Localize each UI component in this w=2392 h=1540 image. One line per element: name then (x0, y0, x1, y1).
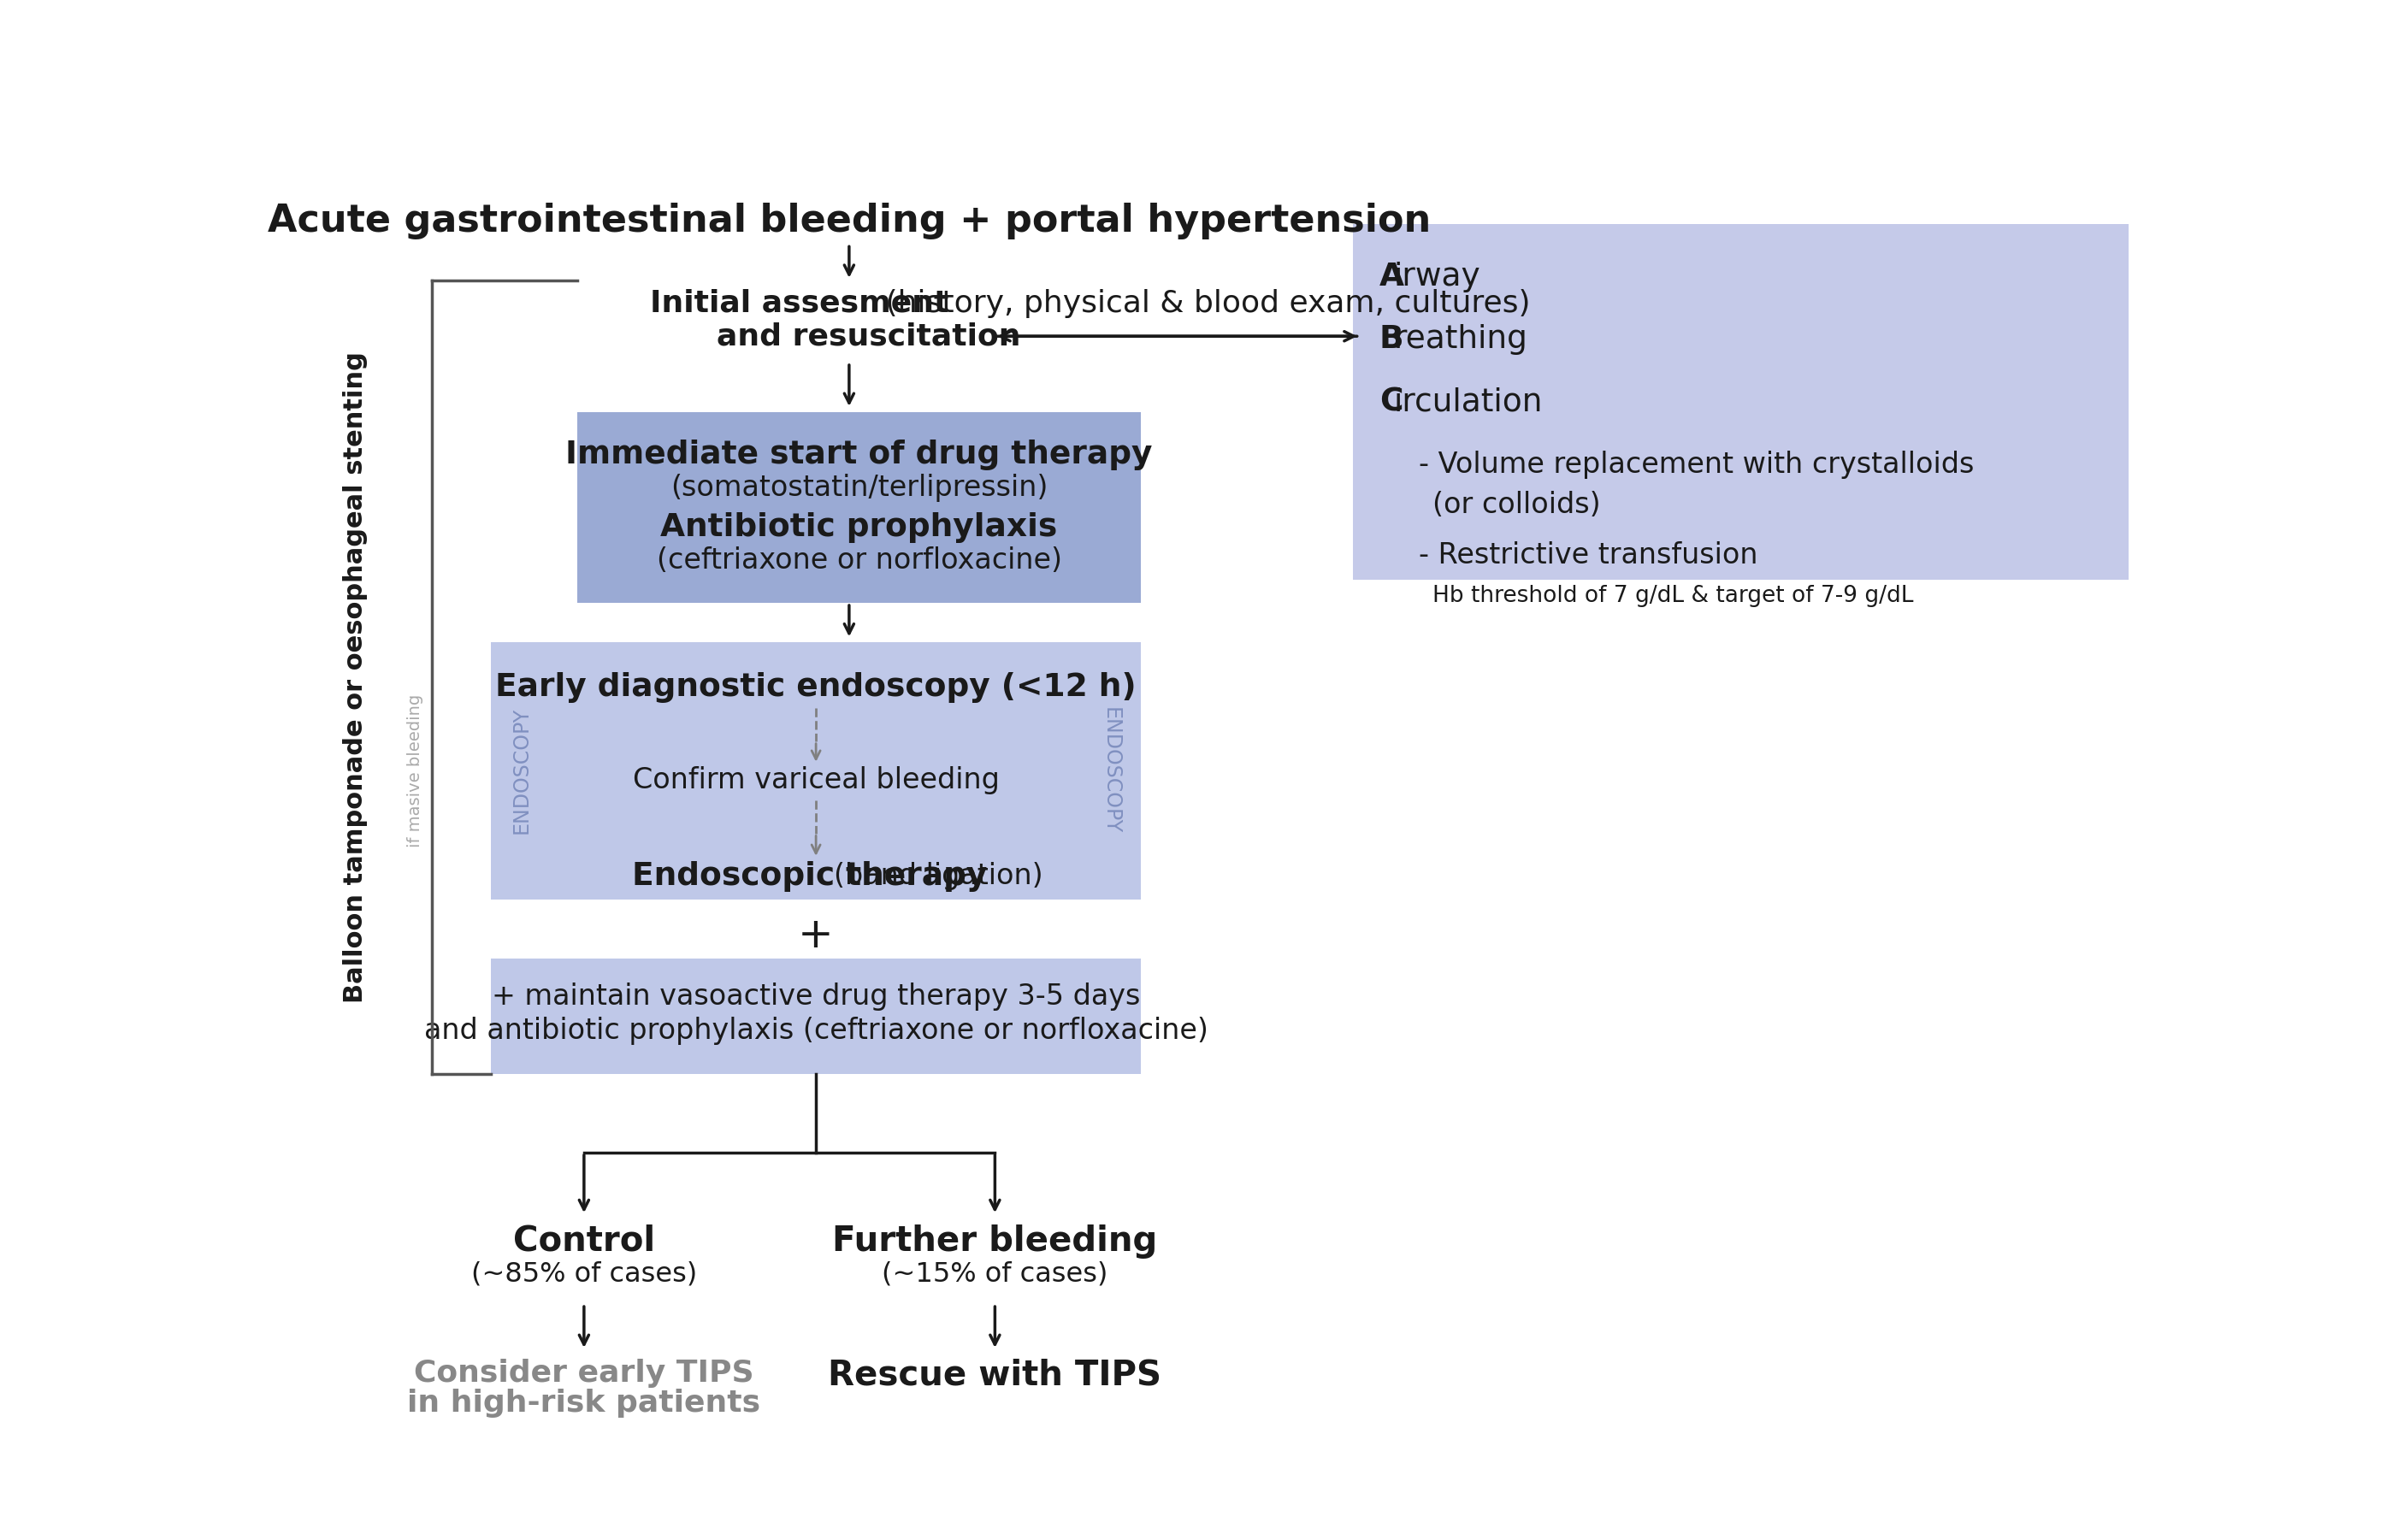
Text: reathing: reathing (1395, 323, 1528, 354)
Text: ENDOSCOPY: ENDOSCOPY (512, 707, 531, 835)
Text: (~85% of cases): (~85% of cases) (471, 1261, 696, 1287)
Bar (490, 642, 1141, 899)
Text: if masive bleeding: if masive bleeding (407, 695, 423, 847)
Text: (somatostatin/terlipressin): (somatostatin/terlipressin) (670, 474, 1048, 502)
Text: Antibiotic prophylaxis: Antibiotic prophylaxis (660, 511, 1057, 542)
Text: Further bleeding: Further bleeding (832, 1224, 1158, 1258)
Text: + maintain vasoactive drug therapy 3-5 days: + maintain vasoactive drug therapy 3-5 d… (493, 983, 1141, 1010)
Text: +: + (799, 915, 835, 956)
Text: in high-risk patients: in high-risk patients (407, 1389, 761, 1417)
Text: (ceftriaxone or norfloxacine): (ceftriaxone or norfloxacine) (655, 547, 1062, 574)
Text: (~15% of cases): (~15% of cases) (883, 1261, 1107, 1287)
Text: Control: Control (512, 1224, 655, 1258)
Text: (history, physical & blood exam, cultures): (history, physical & blood exam, culture… (875, 290, 1531, 317)
Text: and resuscitation: and resuscitation (718, 322, 1021, 351)
Text: A: A (1380, 262, 1404, 293)
Text: Hb threshold of 7 g/dL & target of 7-9 g/dL: Hb threshold of 7 g/dL & target of 7-9 g… (1433, 585, 1914, 607)
Text: ENDOSCOPY: ENDOSCOPY (1100, 707, 1122, 835)
Text: C: C (1380, 387, 1402, 417)
Text: Balloon tamponade or oesophageal stenting: Balloon tamponade or oesophageal stentin… (342, 351, 368, 1003)
Text: Endoscopic therapy: Endoscopic therapy (631, 861, 988, 892)
Text: Acute gastrointestinal bleeding + portal hypertension: Acute gastrointestinal bleeding + portal… (268, 203, 1430, 239)
Text: (band ligation): (band ligation) (835, 862, 1043, 890)
Text: (or colloids): (or colloids) (1433, 491, 1600, 519)
Text: Rescue with TIPS: Rescue with TIPS (828, 1358, 1163, 1392)
Bar (490, 958, 1141, 1073)
Text: Early diagnostic endoscopy (<12 h): Early diagnostic endoscopy (<12 h) (495, 671, 1136, 702)
Text: - Volume replacement with crystalloids: - Volume replacement with crystalloids (1418, 451, 1973, 479)
Text: and antibiotic prophylaxis (ceftriaxone or norfloxacine): and antibiotic prophylaxis (ceftriaxone … (423, 1016, 1208, 1046)
Bar (1354, 225, 2129, 581)
Text: Consider early TIPS: Consider early TIPS (414, 1358, 753, 1388)
Text: B: B (1380, 323, 1404, 354)
Text: - Restrictive transfusion: - Restrictive transfusion (1418, 541, 1758, 570)
Text: Confirm variceal bleeding: Confirm variceal bleeding (631, 767, 1000, 795)
Text: irculation: irculation (1395, 387, 1543, 417)
Text: Initial assesment: Initial assesment (651, 290, 950, 317)
Text: Immediate start of drug therapy: Immediate start of drug therapy (565, 439, 1153, 470)
Bar (576, 413, 1141, 602)
Text: irway: irway (1395, 262, 1481, 293)
